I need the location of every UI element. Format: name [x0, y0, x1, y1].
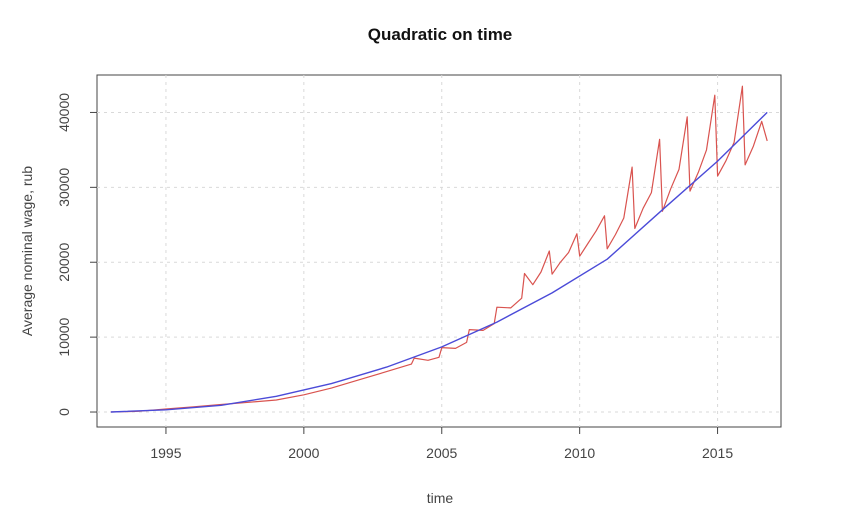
- x-tick-label: 1995: [150, 445, 181, 461]
- observed-wage-line: [110, 85, 768, 413]
- chart-title: Quadratic on time: [368, 25, 513, 44]
- y-tick-label: 0: [56, 408, 72, 416]
- x-tick-label: 2015: [702, 445, 733, 461]
- y-tick-label: 10000: [56, 317, 72, 356]
- x-axis-label: time: [427, 490, 454, 506]
- y-tick-label: 20000: [56, 243, 72, 282]
- axes: 1995 2000 2005 2010 2015 0 10000 20000 30000 4000…: [56, 93, 733, 461]
- grid-lines: [97, 75, 781, 427]
- x-tick-label: 2005: [426, 445, 457, 461]
- x-tick-label: 2000: [288, 445, 319, 461]
- fitted-trend-line: [110, 111, 768, 413]
- y-axis-label: Average nominal wage, rub: [19, 166, 35, 336]
- y-tick-label: 30000: [56, 168, 72, 207]
- y-tick-label: 40000: [56, 93, 72, 132]
- plot-frame: [96, 74, 782, 428]
- series-lines: [110, 85, 768, 413]
- x-tick-label: 2010: [564, 445, 595, 461]
